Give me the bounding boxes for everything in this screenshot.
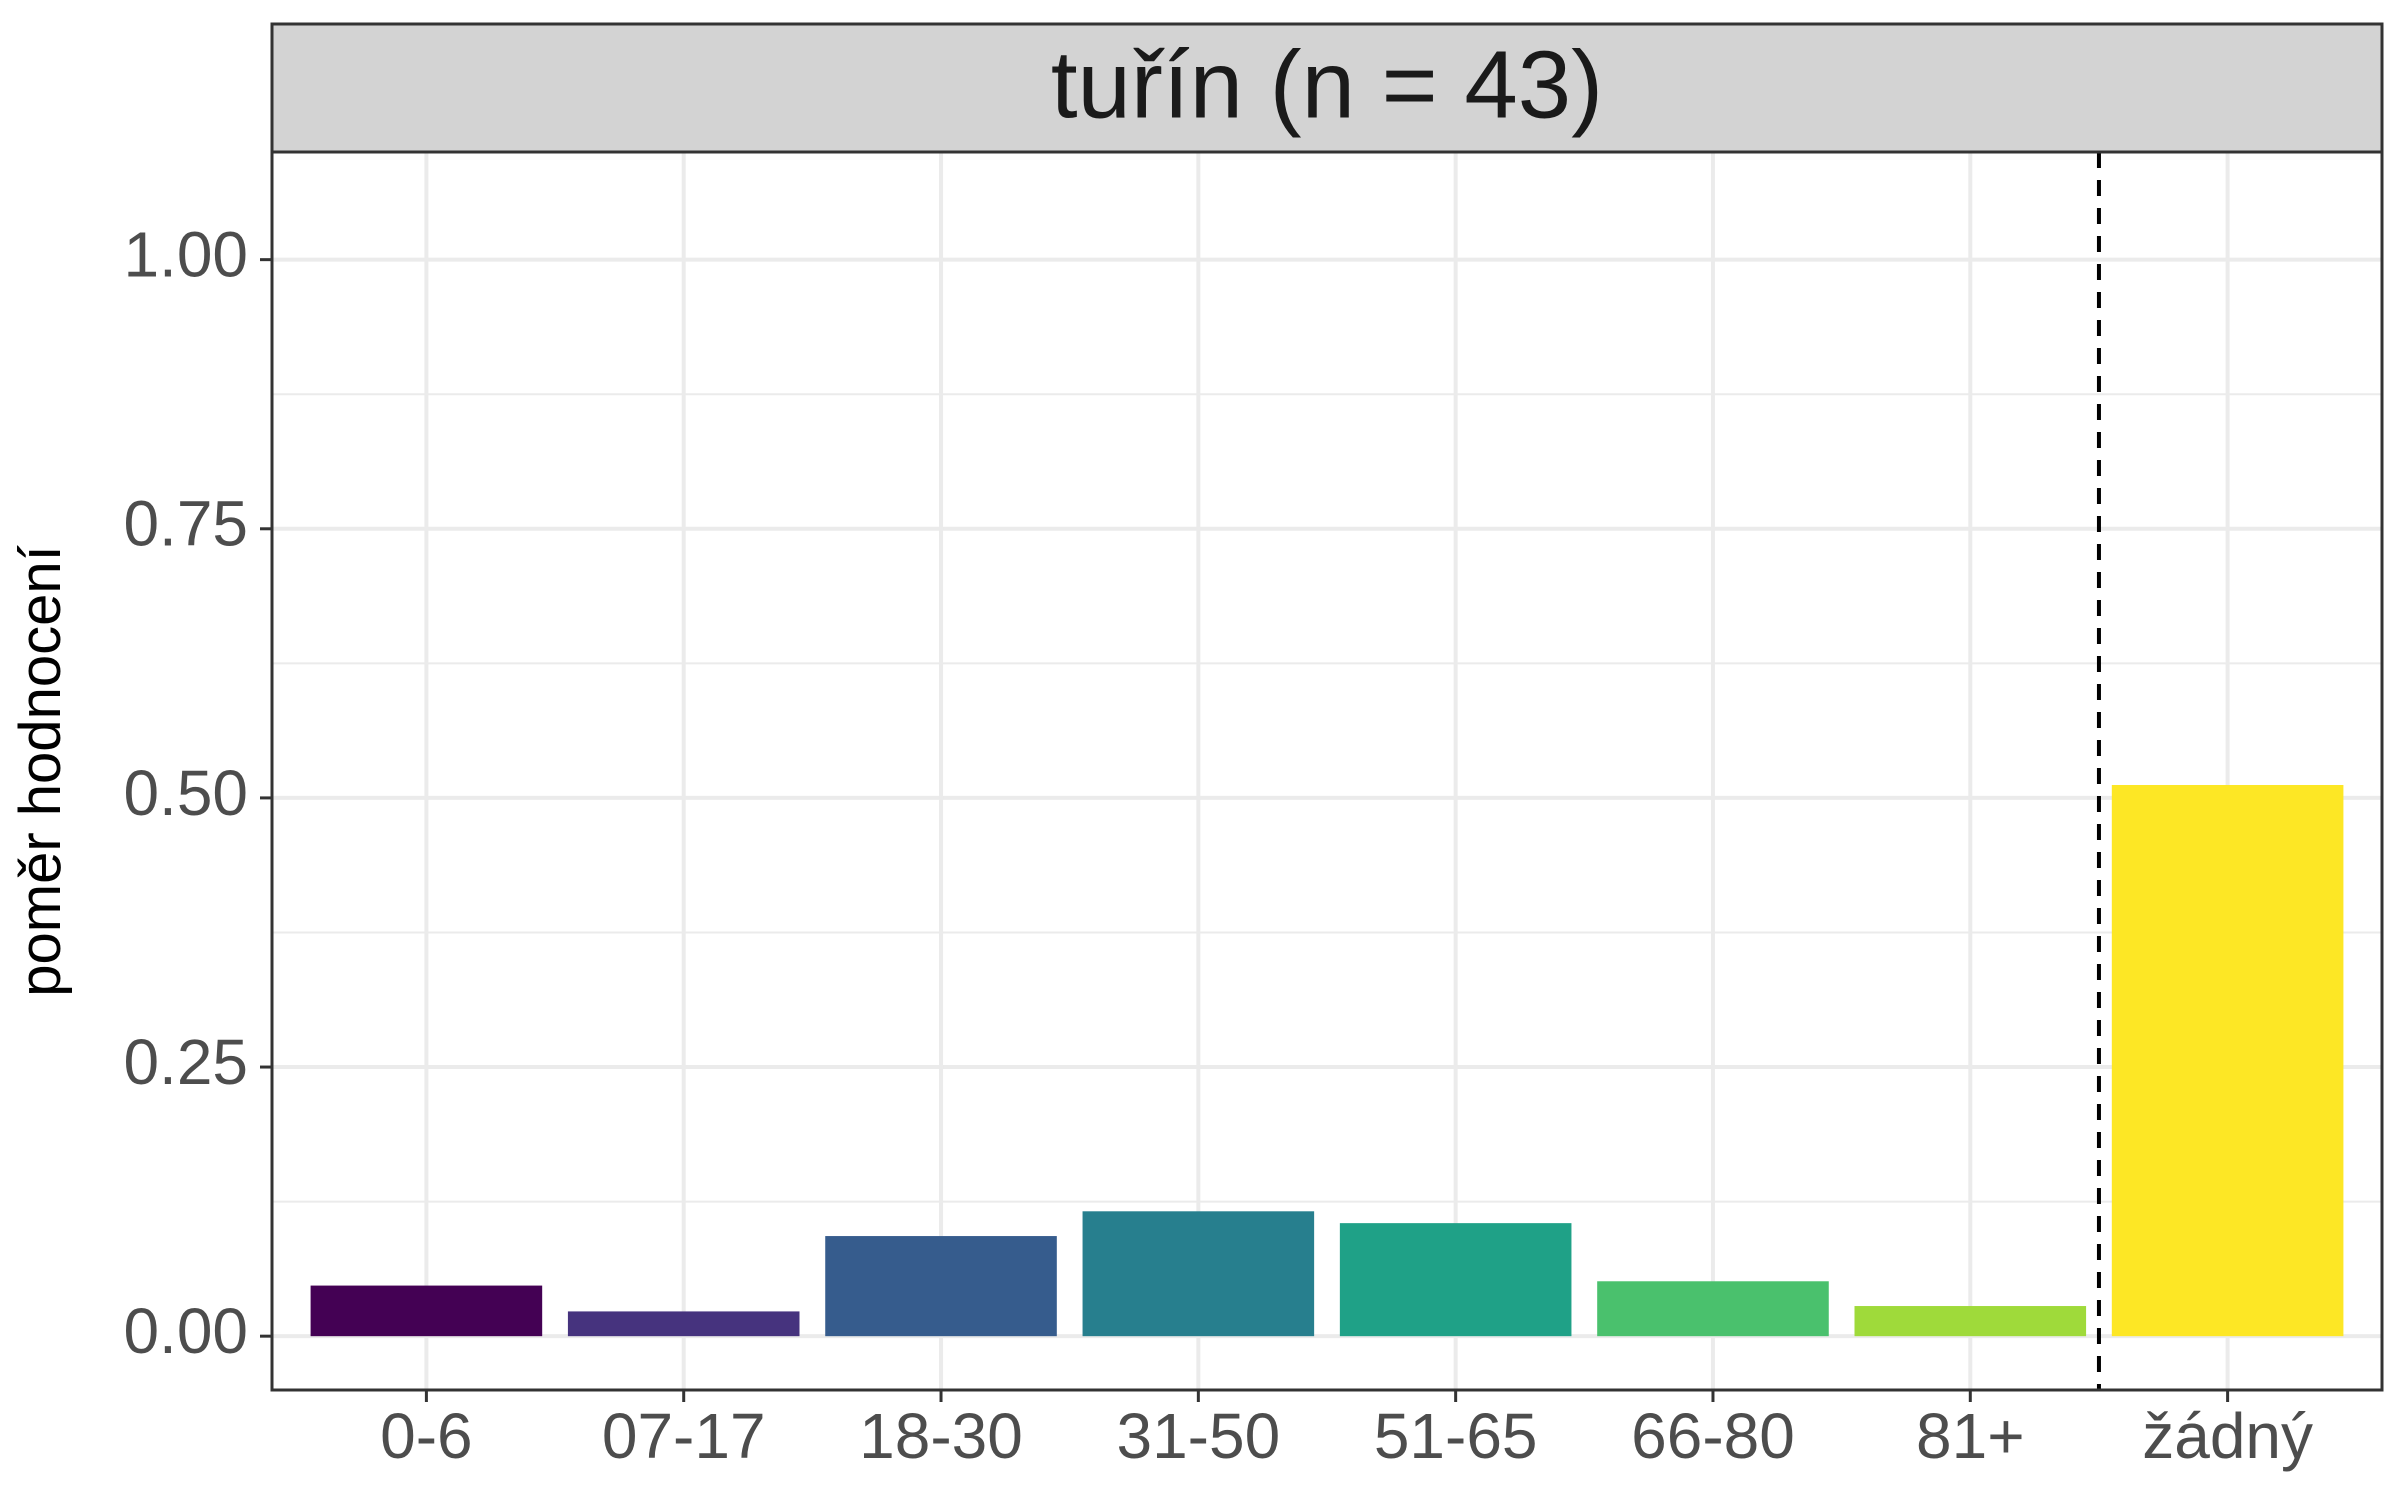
x-tick-label: 31-50 xyxy=(1116,1400,1280,1472)
bars xyxy=(310,784,2344,1337)
y-tick-label: 0.50 xyxy=(123,757,248,829)
bar-66-80 xyxy=(1597,1281,1829,1337)
x-tick-label: 81+ xyxy=(1916,1400,2025,1472)
bar-51-65 xyxy=(1339,1223,1572,1337)
x-axis: 0-6 07-17 18-30 31-50 51-65 66-80 81+ žádný xyxy=(380,1390,2313,1472)
bar-07-17 xyxy=(567,1311,800,1337)
y-tick-label: 0.00 xyxy=(123,1295,248,1367)
bar-0-6 xyxy=(310,1285,543,1337)
x-tick-label: 07-17 xyxy=(602,1400,766,1472)
x-tick-label: 51-65 xyxy=(1374,1400,1538,1472)
y-axis: 0.00 0.25 0.50 0.75 1.00 xyxy=(123,219,272,1367)
chart-title: tuřín (n = 43) xyxy=(1051,31,1603,138)
x-tick-label: 0-6 xyxy=(380,1400,473,1472)
plot-panel-border xyxy=(270,150,2384,1392)
y-tick-label: 0.25 xyxy=(123,1026,248,1098)
bar-18-30 xyxy=(825,1236,1057,1337)
facet-strip xyxy=(270,22,2384,154)
x-tick-label: 66-80 xyxy=(1631,1400,1795,1472)
gridlines xyxy=(272,152,2382,1390)
y-tick-label: 0.75 xyxy=(123,488,248,560)
bar-81+ xyxy=(1854,1306,2087,1337)
x-tick-label: 18-30 xyxy=(859,1400,1023,1472)
y-tick-label: 1.00 xyxy=(123,219,248,291)
bar-31-50 xyxy=(1082,1211,1315,1337)
bar-žádný xyxy=(2111,784,2344,1337)
y-axis-title: poměr hodnocení xyxy=(8,545,73,996)
x-tick-label: žádný xyxy=(2142,1400,2313,1472)
